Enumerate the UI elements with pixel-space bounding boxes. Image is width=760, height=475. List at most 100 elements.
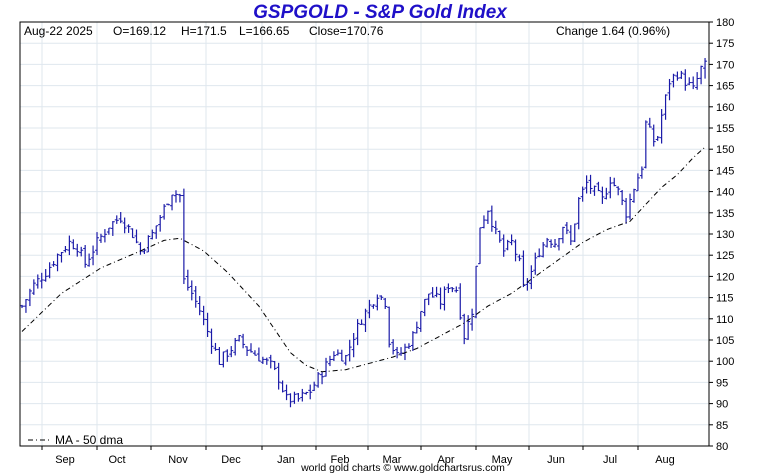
ohlc-bar	[150, 229, 155, 240]
y-tick-label: 165	[716, 81, 734, 93]
ohlc-bar	[493, 220, 498, 235]
ohlc-bar	[635, 173, 640, 192]
y-axis: 80 85 90 95 100 105 110 115 120 125 130 135 140 145 15…	[709, 17, 734, 453]
ohlc-bar	[553, 238, 558, 248]
footer-credit: world gold charts © www.goldchartsrus.co…	[301, 462, 505, 474]
ohlc-bar	[201, 305, 206, 326]
low-value: L=166.65	[239, 24, 290, 38]
ohlc-bar	[414, 321, 419, 334]
ohlc-bar	[87, 253, 92, 267]
y-tick-label: 160	[716, 102, 734, 114]
ohlc-bar	[205, 312, 210, 338]
y-tick-label: 130	[716, 229, 734, 241]
ohlc-bar	[185, 269, 190, 291]
ohlc-bar	[146, 235, 151, 253]
y-tick-label: 105	[716, 335, 734, 347]
ohlc-bar	[272, 360, 277, 371]
ohlc-bar	[245, 346, 250, 357]
x-tick-label: Sep	[55, 454, 75, 466]
ohlc-bar	[604, 187, 609, 200]
ohlc-bar	[20, 304, 24, 309]
ohlc-bar	[95, 232, 100, 256]
ohlc-bar	[355, 319, 360, 346]
ohlc-bar	[122, 217, 127, 234]
ohlc-bar	[628, 193, 633, 220]
x-tick-label: Dec	[221, 454, 241, 466]
ohlc-bar	[43, 269, 48, 282]
ohlc-bar	[679, 70, 684, 79]
ohlc-bar	[695, 72, 700, 90]
ohlc-bar	[63, 246, 68, 253]
ohlc-bar	[489, 205, 494, 232]
ohlc-bar	[154, 225, 159, 239]
ohlc-bar	[59, 251, 64, 263]
ohlc-bar	[98, 233, 103, 243]
ohlc-bar	[509, 234, 514, 246]
ohlc-bar	[75, 243, 80, 257]
y-tick-label: 135	[716, 208, 734, 220]
ohlc-bar	[703, 58, 708, 79]
ohlc-bar	[312, 381, 317, 392]
ohlc-bar	[339, 349, 344, 362]
ohlc-bar	[588, 174, 593, 194]
y-tick-label: 180	[716, 17, 734, 29]
x-tick-label: Aug	[655, 454, 675, 466]
ohlc-bar	[572, 223, 577, 243]
x-tick-label: Apr	[437, 454, 454, 466]
ohlc-bar	[521, 250, 526, 288]
ohlc-bar	[533, 252, 538, 275]
ohlc-bar	[639, 166, 644, 179]
ohlc-bar	[529, 265, 534, 290]
y-tick-label: 90	[716, 399, 728, 411]
y-tick-label: 150	[716, 144, 734, 156]
ohlc-bar	[110, 221, 115, 236]
ohlc-bar	[181, 188, 186, 285]
ohlc-bar	[106, 227, 111, 235]
ohlc-bar	[162, 204, 167, 220]
ohlc-bar	[229, 346, 234, 358]
ohlc-bar	[485, 210, 490, 224]
ohlc-bar	[71, 239, 76, 250]
ohlc-bar	[327, 355, 332, 367]
ohlc-bar	[592, 185, 597, 196]
ohlc-bar	[580, 186, 585, 202]
ohlc-bar	[659, 109, 664, 144]
ohlc-bar	[284, 384, 289, 401]
ohlc-bar	[470, 308, 475, 331]
x-tick-label: Jun	[547, 454, 565, 466]
ohlc-bar	[691, 76, 696, 90]
ohlc-bar	[320, 371, 325, 385]
ohlc-bar	[158, 214, 163, 232]
grid-lines	[20, 21, 709, 447]
ohlc-bar	[406, 343, 411, 349]
ohlc-bar	[584, 175, 589, 194]
ohlc-bar	[260, 356, 265, 364]
ohlc-bar	[699, 65, 704, 85]
ohlc-bar	[549, 239, 554, 248]
ohlc-bar	[450, 287, 455, 293]
ohlc-bar	[651, 124, 656, 147]
high-value: H=171.5	[181, 24, 227, 38]
ohlc-bar	[292, 391, 297, 404]
ohlc-bar	[600, 186, 605, 204]
ohlc-bar	[47, 262, 52, 279]
x-tick-label: May	[492, 454, 513, 466]
ohlc-bar	[264, 357, 269, 365]
ohlc-bar	[67, 235, 72, 256]
ohlc-bar	[564, 222, 569, 235]
ohlc-bar	[430, 287, 435, 298]
ohlc-bar	[375, 294, 380, 311]
ohlc-bar	[434, 286, 439, 298]
y-tick-label: 80	[716, 441, 728, 453]
ohlc-bar	[276, 362, 281, 390]
ohlc-bar	[501, 234, 506, 257]
ohlc-bar	[166, 203, 171, 206]
legend-ma-label: MA - 50 dma	[55, 433, 123, 447]
ohlc-bar	[438, 287, 443, 310]
ohlc-bar	[663, 94, 668, 120]
ohlc-bar	[51, 261, 56, 267]
ohlc-bar	[280, 380, 285, 393]
ohlc-bar	[79, 246, 84, 257]
ohlc-bar	[189, 280, 194, 301]
ohlc-bar	[118, 212, 123, 224]
